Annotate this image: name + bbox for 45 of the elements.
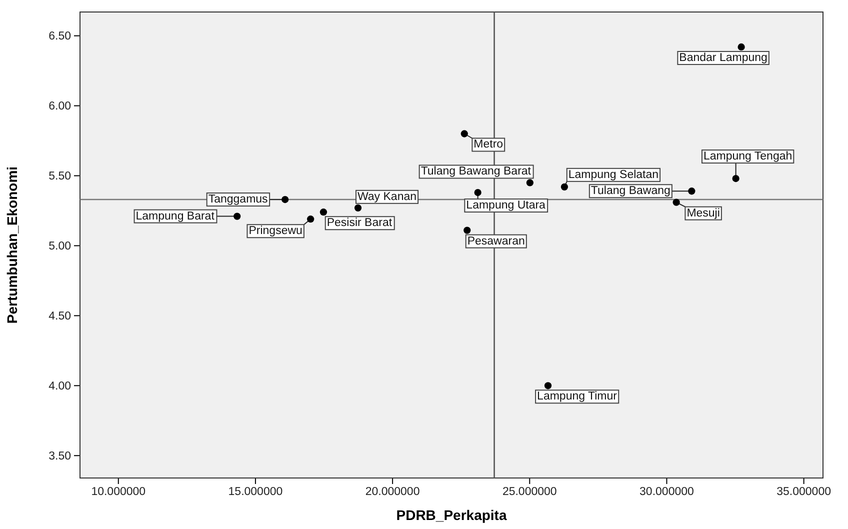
data-label: Lampung Selatan [568, 168, 659, 181]
point [307, 216, 314, 223]
data-label: Tulang Bawang [590, 185, 670, 198]
point [672, 198, 680, 206]
point [464, 226, 471, 234]
data-label: Mesuji [686, 207, 720, 220]
y-tick-label: 6.50 [48, 30, 71, 42]
point [688, 188, 696, 195]
data-label: Tanggamus [208, 194, 268, 206]
data-label: Tulang Bawang Barat [420, 166, 532, 178]
data-label: Lampung Barat [136, 210, 216, 222]
point [234, 212, 241, 220]
point [460, 130, 468, 138]
y-tick-label: 4.00 [48, 380, 71, 392]
point [732, 174, 740, 182]
x-tick-label: 30.000000 [640, 486, 694, 498]
point [354, 204, 362, 212]
point [544, 382, 552, 390]
y-axis-title: Pertumbuhan_Ekonomi [4, 166, 20, 324]
x-tick-label: 15.000000 [228, 486, 283, 498]
point [474, 188, 482, 196]
point [560, 183, 568, 190]
y-tick-label: 5.50 [48, 170, 71, 182]
x-axis-title: PDRB_Perkapita [396, 507, 507, 523]
data-label: Lampung Timur [537, 390, 618, 403]
data-label: Pesawaran [467, 235, 525, 248]
x-tick-label: 10.000000 [91, 486, 146, 498]
data-label: Way Kanan [357, 190, 417, 203]
x-tick-label: 25.000000 [502, 486, 557, 498]
y-tick-label: 5.00 [48, 240, 71, 252]
point [282, 196, 289, 204]
point [526, 179, 534, 186]
data-label: Lampung Tengah [703, 150, 792, 163]
y-tick-label: 3.50 [48, 450, 71, 462]
data-label: Pringsewu [248, 225, 302, 238]
point [320, 208, 328, 216]
y-tick-label: 6.00 [48, 100, 71, 112]
data-label: Lampung Utara [466, 200, 546, 212]
y-tick-label: 4.50 [48, 310, 71, 322]
point [738, 43, 745, 51]
x-tick-label: 35.000000 [776, 486, 831, 498]
x-tick-label: 20.000000 [365, 486, 420, 498]
data-label: Metro [474, 138, 504, 151]
data-label: Bandar Lampung [679, 52, 768, 64]
data-label: Pesisir Barat [326, 217, 393, 230]
